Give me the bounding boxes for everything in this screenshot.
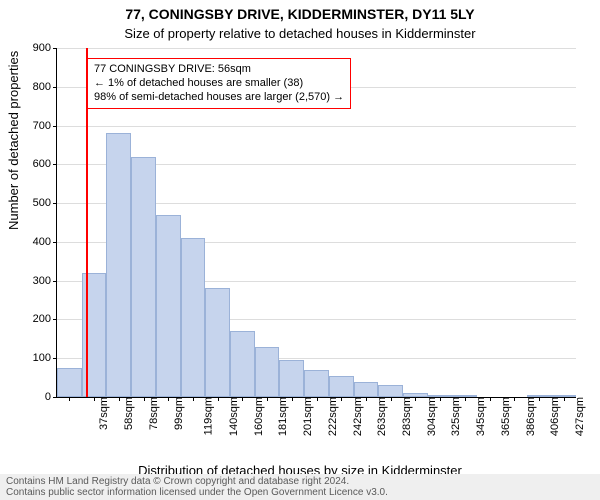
- x-tick-label: 222sqm: [323, 397, 339, 436]
- annotation-line-3: 98% of semi-detached houses are larger (…: [94, 91, 344, 105]
- x-tick-label: 99sqm: [169, 397, 185, 430]
- x-tick: [292, 397, 293, 401]
- bar: [131, 157, 156, 397]
- bar: [304, 370, 329, 397]
- x-tick-label: 58sqm: [119, 397, 135, 430]
- y-tick-label: 700: [33, 120, 57, 132]
- x-tick-label: 304sqm: [422, 397, 438, 436]
- y-axis-label: Number of detached properties: [6, 51, 21, 230]
- annotation-line-1: 77 CONINGSBY DRIVE: 56sqm: [94, 63, 344, 77]
- y-tick-label: 400: [33, 236, 57, 248]
- x-tick: [514, 397, 515, 401]
- gridline: [57, 126, 576, 127]
- x-tick: [144, 397, 145, 401]
- y-tick-label: 500: [33, 197, 57, 209]
- x-tick: [465, 397, 466, 401]
- x-tick-label: 37sqm: [94, 397, 110, 430]
- bar: [181, 238, 206, 397]
- x-tick-label: 181sqm: [273, 397, 289, 436]
- bar: [156, 215, 181, 397]
- y-tick-label: 600: [33, 158, 57, 170]
- x-tick: [168, 397, 169, 401]
- annotation-box: 77 CONINGSBY DRIVE: 56sqm ← 1% of detach…: [87, 58, 351, 109]
- bar: [230, 331, 255, 397]
- annotation-line-2: ← 1% of detached houses are smaller (38): [94, 77, 344, 91]
- x-tick: [193, 397, 194, 401]
- x-tick: [119, 397, 120, 401]
- bar: [255, 347, 280, 397]
- x-tick: [94, 397, 95, 401]
- x-tick: [341, 397, 342, 401]
- x-tick: [564, 397, 565, 401]
- x-tick: [242, 397, 243, 401]
- x-tick: [490, 397, 491, 401]
- x-tick-label: 140sqm: [224, 397, 240, 436]
- x-tick-label: 119sqm: [199, 397, 215, 435]
- y-tick-label: 900: [33, 42, 57, 54]
- bar: [57, 368, 82, 397]
- x-tick-label: 427sqm: [570, 397, 586, 436]
- bar: [354, 382, 379, 398]
- x-tick: [440, 397, 441, 401]
- x-tick-label: 263sqm: [372, 397, 388, 436]
- bar: [378, 385, 403, 397]
- x-tick: [317, 397, 318, 401]
- y-tick-label: 300: [33, 275, 57, 287]
- x-tick-label: 345sqm: [471, 397, 487, 436]
- x-tick: [539, 397, 540, 401]
- bar: [279, 360, 304, 397]
- x-tick-label: 447sqm: [595, 397, 600, 436]
- y-tick-label: 800: [33, 81, 57, 93]
- y-tick-label: 100: [33, 352, 57, 364]
- x-tick: [69, 397, 70, 401]
- x-tick: [415, 397, 416, 401]
- x-tick-label: 160sqm: [249, 397, 265, 436]
- gridline: [57, 48, 576, 49]
- x-tick-label: 201sqm: [298, 397, 314, 436]
- footer: Contains HM Land Registry data © Crown c…: [0, 474, 600, 500]
- x-tick-label: 78sqm: [144, 397, 160, 430]
- x-tick: [391, 397, 392, 401]
- y-tick-label: 200: [33, 313, 57, 325]
- bar: [106, 133, 131, 397]
- chart-container: 77, CONINGSBY DRIVE, KIDDERMINSTER, DY11…: [0, 0, 600, 500]
- bar: [329, 376, 354, 397]
- x-tick-label: 386sqm: [521, 397, 537, 436]
- x-tick: [218, 397, 219, 401]
- x-tick-label: 325sqm: [446, 397, 462, 436]
- bar: [205, 288, 230, 397]
- chart-subtitle: Size of property relative to detached ho…: [0, 26, 600, 41]
- footer-line-1: Contains HM Land Registry data © Crown c…: [6, 476, 594, 487]
- x-tick: [267, 397, 268, 401]
- x-tick-label: 283sqm: [397, 397, 413, 436]
- x-tick-label: 242sqm: [348, 397, 364, 436]
- y-tick-label: 0: [45, 391, 57, 403]
- x-tick: [366, 397, 367, 401]
- x-tick-label: 406sqm: [545, 397, 561, 436]
- chart-title: 77, CONINGSBY DRIVE, KIDDERMINSTER, DY11…: [0, 6, 600, 22]
- plot-area: 010020030040050060070080090037sqm58sqm78…: [56, 48, 576, 398]
- x-tick-label: 365sqm: [496, 397, 512, 436]
- footer-line-2: Contains public sector information licen…: [6, 487, 594, 498]
